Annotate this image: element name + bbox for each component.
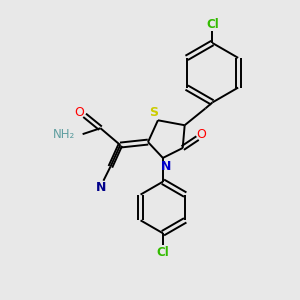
- Text: O: O: [196, 128, 206, 141]
- Text: N: N: [96, 181, 106, 194]
- Text: N: N: [161, 160, 171, 173]
- Text: S: S: [149, 106, 158, 119]
- Text: Cl: Cl: [206, 18, 219, 31]
- Text: NH₂: NH₂: [52, 128, 75, 141]
- Text: Cl: Cl: [157, 245, 169, 259]
- Text: O: O: [75, 106, 85, 119]
